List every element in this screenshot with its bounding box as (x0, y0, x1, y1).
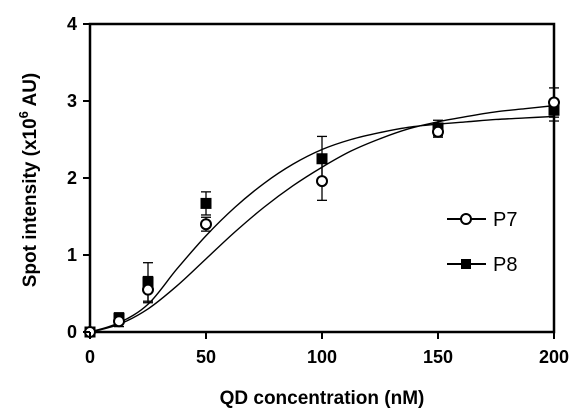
legend-marker-p7 (460, 213, 472, 225)
x-axis-title: QD concentration (nM) (220, 388, 425, 409)
y-axis-ticks: 0 1 2 3 4 (67, 14, 90, 342)
x-tick-label: 100 (307, 347, 337, 367)
data-point-p8 (548, 104, 560, 116)
y-axis-title-sup: 6 (16, 111, 31, 118)
y-axis-title-end: AU) (20, 73, 41, 111)
legend-label-p7: P7 (493, 209, 517, 231)
data-point-p7 (142, 283, 154, 296)
y-tick-label: 4 (67, 14, 77, 34)
legend-label-p8: P8 (493, 254, 517, 276)
y-tick-label: 1 (67, 245, 77, 265)
x-tick-label: 200 (539, 347, 569, 367)
data-point-p8 (316, 153, 328, 165)
data-point-p8 (200, 197, 212, 209)
error-bars (85, 87, 559, 335)
legend-marker-p8 (461, 259, 471, 269)
data-points (84, 96, 560, 338)
data-point-p7 (548, 96, 560, 109)
y-tick-label: 0 (67, 322, 77, 342)
y-tick-label: 3 (67, 91, 77, 111)
data-point-p7 (432, 125, 444, 138)
y-tick-label: 2 (67, 168, 77, 188)
x-axis-ticks: 0 50 100 150 200 (85, 332, 569, 367)
x-tick-label: 0 (85, 347, 95, 367)
y-axis-title-main: Spot intensity (x10 (20, 118, 41, 287)
x-tick-label: 150 (423, 347, 453, 367)
data-point-p8 (142, 276, 154, 288)
data-point-p7 (316, 175, 328, 188)
data-point-p7 (200, 218, 212, 231)
y-axis-title: Spot intensity (x106 AU) (16, 73, 41, 288)
legend: P7 P8 (447, 209, 517, 276)
data-point-p7 (113, 315, 125, 328)
x-tick-label: 50 (196, 347, 216, 367)
